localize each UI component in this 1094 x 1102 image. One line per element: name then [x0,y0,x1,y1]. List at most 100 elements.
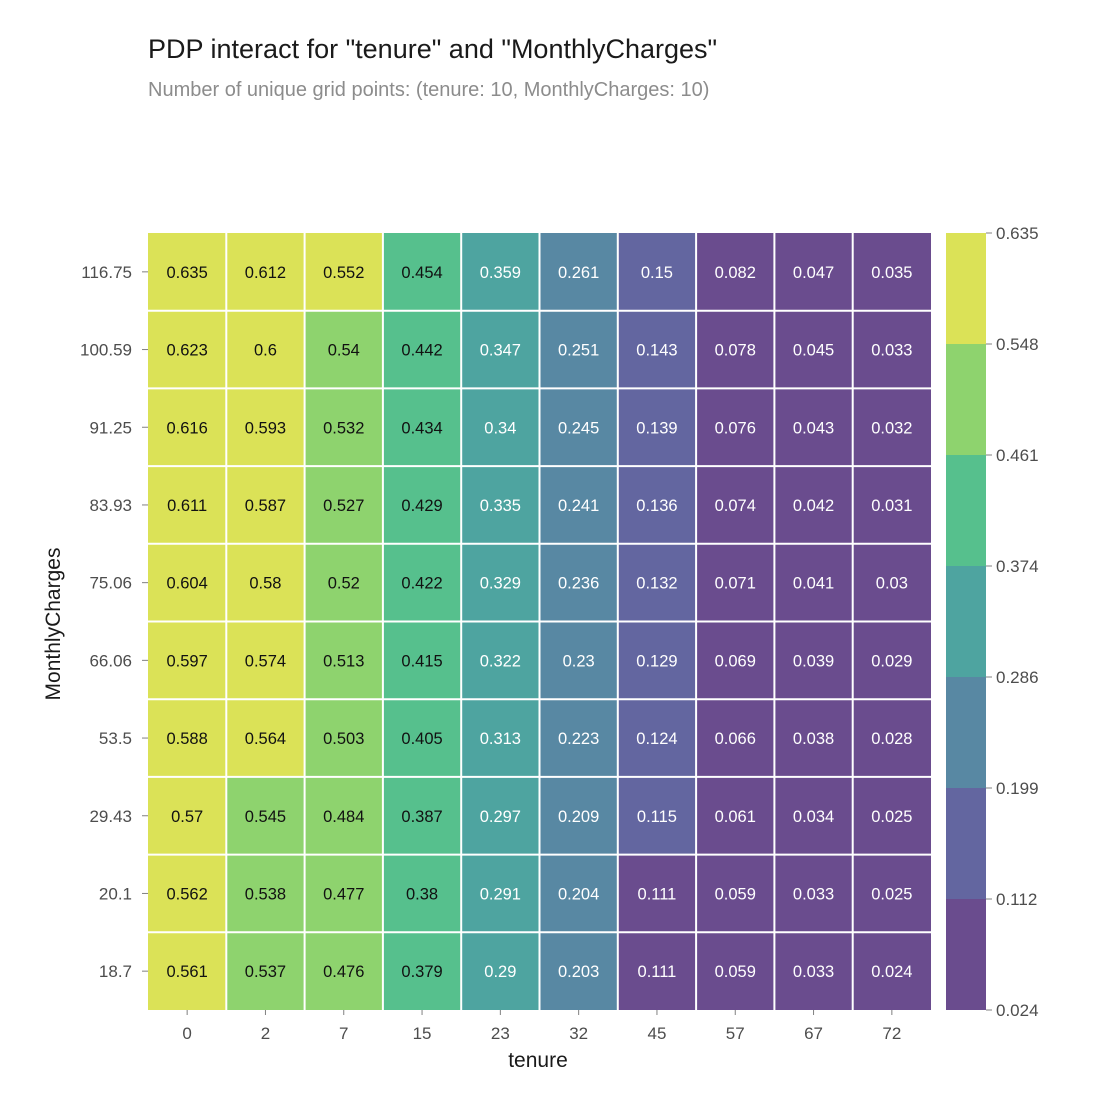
y-tick-label: 75.06 [89,574,132,593]
heatmap-cell [304,854,383,933]
cell-value-label: 0.623 [167,342,208,360]
colorbar-tick-label: 0.635 [996,224,1039,243]
cell-value-label: 0.359 [480,264,521,282]
cell-value-label: 0.115 [637,808,677,826]
cell-value-label: 0.291 [480,885,521,903]
heatmap-cell [774,466,853,544]
heatmap-cell [382,388,462,467]
cell-value-label: 0.635 [167,264,208,282]
colorbar-tick-label: 0.374 [996,557,1039,576]
y-tick-label: 116.75 [81,263,132,282]
chart-title: PDP interact for "tenure" and "MonthlyCh… [148,34,718,64]
x-tick-label: 7 [339,1024,348,1043]
cell-value-label: 0.03 [876,575,908,593]
cell-value-label: 0.028 [871,730,912,748]
heatmap-cell [304,621,383,700]
heatmap-cell [852,699,931,777]
cell-value-label: 0.025 [871,808,912,826]
cell-value-label: 0.616 [167,419,208,437]
heatmap-cell [461,621,540,700]
heatmap-cell [226,543,305,622]
cell-value-label: 0.422 [401,575,442,593]
heatmap-cell [696,776,775,855]
cell-value-label: 0.335 [480,497,521,515]
cell-value-label: 0.587 [245,497,286,515]
cell-value-label: 0.405 [401,730,442,748]
cell-value-label: 0.322 [480,652,521,670]
heatmap-cell [696,932,775,1010]
cell-value-label: 0.6 [254,342,277,360]
colorbar-segment [946,899,986,1010]
cell-value-label: 0.078 [715,342,756,360]
heatmap-cell [461,854,540,933]
cell-value-label: 0.132 [636,575,677,593]
colorbar-tick-label: 0.548 [996,335,1039,354]
heatmap-cell [539,388,618,467]
heatmap-cell [226,388,305,467]
cell-value-label: 0.033 [871,342,912,360]
heatmap-cell [461,543,540,622]
heatmap-cell [617,854,697,933]
cell-value-label: 0.597 [167,652,208,670]
x-tick-label: 72 [882,1024,901,1043]
colorbar-segment [946,788,986,899]
heatmap-cell [382,466,462,544]
cell-value-label: 0.034 [793,808,834,826]
cell-value-label: 0.564 [245,730,286,748]
heatmap-cell [539,699,618,777]
cell-value-label: 0.611 [167,497,207,515]
heatmap-cell [304,543,383,622]
heatmap-cell [774,621,853,700]
x-tick-label: 0 [182,1024,191,1043]
cell-value-label: 0.52 [328,575,360,593]
cell-value-label: 0.313 [480,730,521,748]
x-tick-label: 67 [804,1024,823,1043]
heatmap-cell [617,699,697,777]
cell-value-label: 0.532 [323,419,364,437]
cell-value-label: 0.069 [715,652,756,670]
cell-value-label: 0.297 [480,808,521,826]
heatmap-cell [382,776,462,855]
cell-value-label: 0.025 [871,885,912,903]
cell-value-label: 0.143 [636,342,677,360]
cell-value-label: 0.059 [715,885,756,903]
cell-value-label: 0.129 [636,652,677,670]
heatmap-cell [148,699,227,777]
heatmap-cell [617,776,697,855]
cell-value-label: 0.059 [715,963,756,981]
y-tick-label: 53.5 [99,729,132,748]
cell-value-label: 0.561 [167,963,208,981]
cell-value-label: 0.612 [245,264,286,282]
heatmap-cell [617,543,697,622]
heatmap-cell [148,233,227,311]
cell-value-label: 0.588 [167,730,208,748]
heatmap-cell [539,621,618,700]
colorbar-tick-label: 0.286 [996,668,1039,687]
cell-value-label: 0.203 [558,963,599,981]
x-axis-ticks: 0 2 7 15 23 32 45 57 67 72 [182,1010,901,1043]
cell-value-label: 0.537 [245,963,286,981]
heatmap-cell [539,543,618,622]
cell-value-label: 0.111 [638,963,677,981]
cell-value-label: 0.209 [558,808,599,826]
heatmap-cell [617,466,697,544]
cell-value-label: 0.042 [793,497,834,515]
cell-value-label: 0.604 [167,575,208,593]
colorbar: 0.024 0.112 0.199 0.286 0.374 0.461 0.548 0.635 [946,224,1039,1020]
heatmap-cell [696,466,775,544]
heatmap-cell [382,699,462,777]
cell-value-label: 0.387 [401,808,442,826]
cell-value-label: 0.045 [793,342,834,360]
x-tick-label: 45 [647,1024,666,1043]
colorbar-segment [946,677,986,788]
colorbar-tick-label: 0.199 [996,779,1039,798]
heatmap-cell [617,388,697,467]
cell-value-label: 0.574 [245,652,286,670]
cell-value-label: 0.241 [558,497,599,515]
heatmap-cell [148,854,227,933]
cell-value-label: 0.124 [636,730,677,748]
cell-value-label: 0.076 [715,419,756,437]
heatmap-cell [461,233,540,311]
cell-value-label: 0.204 [558,885,599,903]
